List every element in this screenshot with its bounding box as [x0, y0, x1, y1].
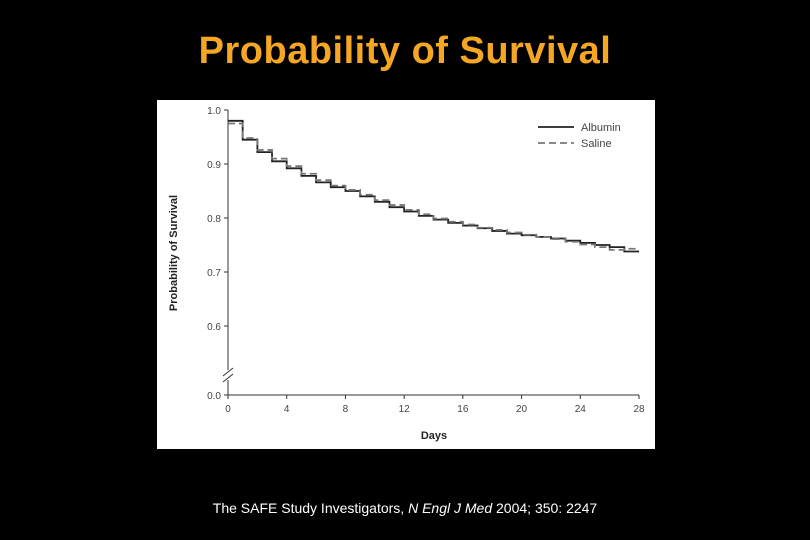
citation-authors: The SAFE Study Investigators, [212, 500, 409, 516]
x-tick-label: 0 [225, 404, 231, 415]
chart-axes [222, 110, 639, 396]
chart-legend: Albumin Saline [538, 122, 621, 150]
x-tick-label: 24 [575, 404, 587, 415]
y-axis-break-mark [222, 367, 234, 377]
y-tick-label: 0.6 [207, 322, 221, 333]
citation-journal: N Engl J Med [408, 500, 493, 516]
x-tick-label: 12 [399, 404, 411, 415]
legend-label-albumin: Albumin [581, 122, 621, 134]
x-tick-label: 8 [343, 404, 349, 415]
x-tick-label: 20 [516, 404, 528, 415]
survival-chart: 0.6 0.7 0.8 0.9 1.0 0.0 0 4 8 12 16 20 24 28 Albumin S… [168, 106, 645, 442]
y-tick-label: 0.0 [207, 391, 221, 402]
x-tick-label: 28 [633, 404, 645, 415]
y-axis-break-mark [222, 373, 234, 383]
series-line-albumin [228, 119, 639, 253]
x-tick-label: 4 [284, 404, 290, 415]
y-tick-label: 0.8 [207, 214, 221, 225]
y-tick-label: 0.7 [207, 268, 221, 279]
survival-chart-panel: 0.6 0.7 0.8 0.9 1.0 0.0 0 4 8 12 16 20 24 28 Albumin S… [157, 100, 655, 449]
chart-series [228, 119, 639, 253]
y-axis-label: Probability of Survival [168, 195, 180, 311]
series-line-saline [228, 122, 639, 251]
y-tick-label: 1.0 [207, 106, 221, 117]
citation-details: 2004; 350: 2247 [492, 500, 598, 516]
chart-ticks: 0.6 0.7 0.8 0.9 1.0 0.0 0 4 8 12 16 20 24 28 [207, 106, 645, 415]
legend-label-saline: Saline [581, 138, 612, 150]
slide-title: Probability of Survival [198, 30, 612, 72]
x-axis-label: Days [421, 430, 447, 442]
x-tick-label: 16 [457, 404, 469, 415]
citation: The SAFE Study Investigators, N Engl J M… [0, 500, 810, 516]
y-tick-label: 0.9 [207, 160, 221, 171]
